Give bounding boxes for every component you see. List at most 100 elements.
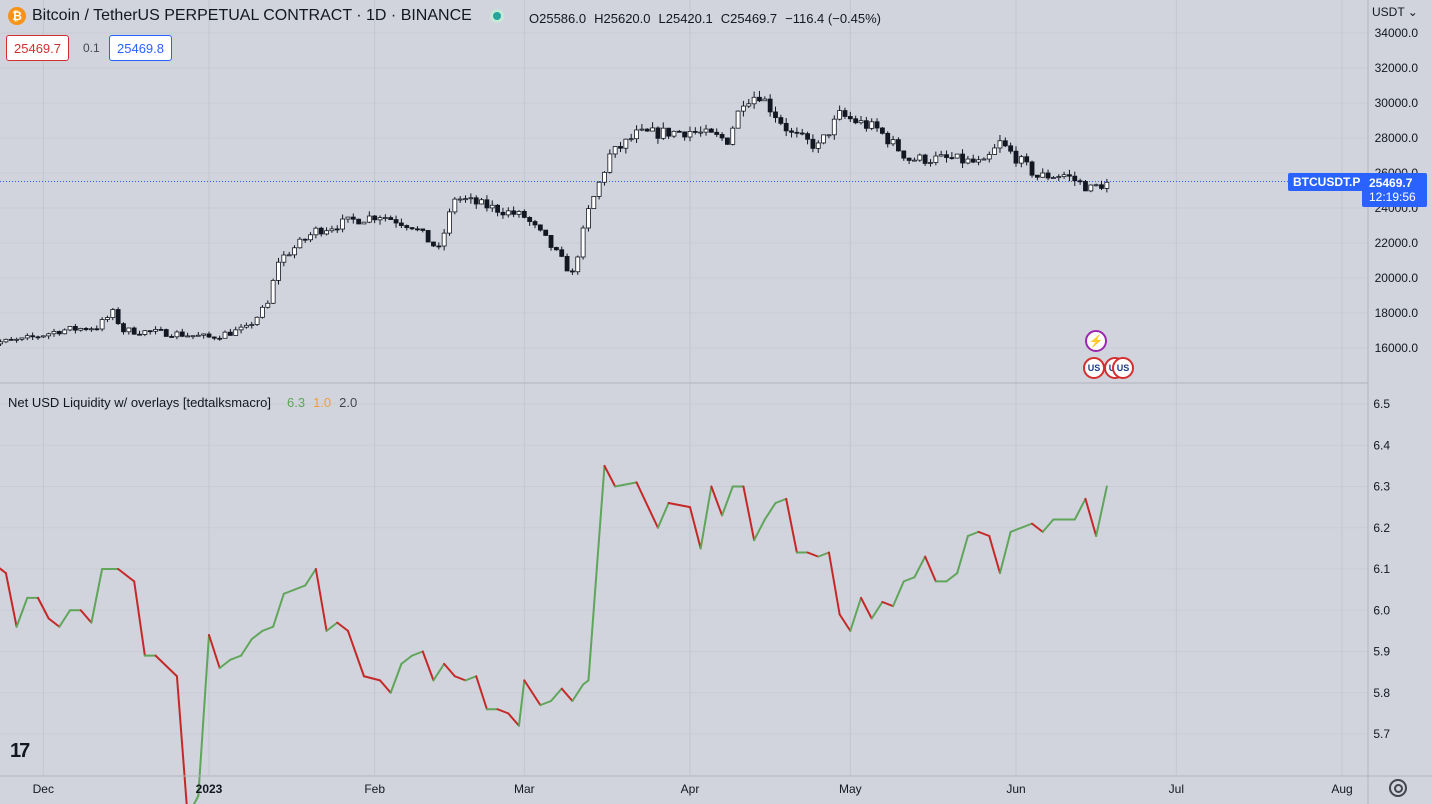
liquidity-segment	[892, 580, 905, 608]
indicator-axis[interactable]: 6.5 6.4 6.3 6.2 6.1 6.0 5.9 5.8 5.7	[1373, 397, 1390, 741]
candle-body	[131, 327, 137, 335]
liquidity-segment	[774, 497, 788, 504]
liquidity-segment	[421, 650, 435, 682]
candle-body	[265, 302, 271, 308]
liquidity-segment	[411, 650, 424, 657]
candle-body	[89, 328, 94, 331]
candle-body	[944, 154, 949, 158]
candle-body	[548, 235, 554, 248]
ohlc-legend: O25586.0 H25620.0 L25420.1 C25469.7 −116…	[529, 11, 889, 26]
tradingview-logo[interactable]: 17	[10, 740, 30, 762]
candle-body	[244, 324, 249, 328]
price-tick-label: 20000.0	[1375, 271, 1419, 285]
candle-body	[623, 138, 629, 149]
sell-button[interactable]: 25469.7	[6, 35, 69, 61]
liquidity-segment	[688, 506, 702, 550]
bolt-event-icon[interactable]: ⚡	[1085, 330, 1107, 352]
indicator-title: Net USD Liquidity w/ overlays [tedtalksm…	[8, 395, 271, 410]
candle-body	[500, 211, 506, 216]
candle-body	[217, 337, 223, 340]
candle-body	[206, 333, 212, 338]
bar-countdown: 12:19:56	[1369, 190, 1416, 204]
candle-body	[51, 331, 57, 335]
indicator-tick-label: 6.1	[1373, 562, 1390, 576]
candle-body	[83, 327, 89, 331]
candle-body	[869, 121, 875, 129]
candle-body	[72, 326, 78, 331]
candle-body	[468, 197, 474, 200]
liquidity-series	[0, 464, 1108, 804]
liquidity-segment	[496, 708, 510, 715]
candle-body	[126, 327, 132, 333]
candle-body	[986, 154, 992, 160]
candle-body	[1067, 174, 1072, 177]
price-tick-label: 22000.0	[1375, 236, 1419, 250]
liquidity-segment	[753, 518, 766, 542]
candle-body	[281, 254, 287, 263]
candle-body	[874, 121, 880, 129]
candle-body	[890, 139, 896, 145]
candle-body	[660, 127, 666, 139]
liquidity-segment	[913, 555, 927, 579]
candle-body	[628, 138, 634, 141]
candle-body	[794, 131, 800, 134]
liquidity-segment	[1084, 497, 1098, 537]
candle-body	[361, 221, 367, 225]
candle-body	[425, 230, 431, 243]
liquidity-segment	[293, 584, 307, 591]
candle-body	[201, 333, 207, 336]
candle-body	[730, 127, 736, 145]
liquidity-segment	[117, 568, 136, 583]
liquidity-segment	[945, 572, 959, 583]
time-tick-label: Feb	[364, 782, 385, 796]
symbol-legend[interactable]: ₿ Bitcoin / TetherUS PERPETUAL CONTRACT …	[8, 7, 504, 25]
candle-body	[965, 158, 971, 164]
us-flag-event-icon[interactable]: US	[1083, 357, 1105, 379]
candle-body	[153, 329, 158, 332]
ohlc-change: −116.4 (−0.45%)	[785, 11, 882, 26]
candle-body	[441, 232, 447, 247]
candle-body	[762, 98, 768, 102]
us-flag-event-icon[interactable]: US	[1112, 357, 1134, 379]
candle-body	[484, 199, 490, 209]
liquidity-segment	[389, 662, 403, 694]
candle-body	[30, 335, 36, 338]
liquidity-segment	[956, 535, 969, 575]
candle-body	[137, 333, 142, 336]
liquidity-segment	[710, 485, 724, 517]
candle-body	[901, 150, 907, 159]
candle-body	[24, 335, 30, 339]
candle-body	[858, 120, 864, 124]
spread-value: 0.1	[83, 41, 100, 55]
candle-body	[420, 228, 426, 231]
buy-button[interactable]: 25469.8	[109, 35, 172, 61]
liquidity-segment	[175, 675, 188, 804]
candle-body	[954, 153, 960, 159]
candle-body	[3, 338, 9, 343]
candle-body	[960, 153, 965, 164]
liquidity-segment	[154, 654, 178, 678]
market-open-icon[interactable]	[489, 9, 504, 23]
candle-body	[655, 127, 661, 139]
currency-selector[interactable]: USDT ⌄	[1372, 5, 1418, 19]
indicator-legend[interactable]: Net USD Liquidity w/ overlays [tedtalksm…	[8, 395, 357, 410]
candle-body	[372, 215, 378, 221]
liquidity-segment	[1020, 522, 1034, 529]
liquidity-segment	[827, 551, 841, 616]
price-tick-label: 30000.0	[1375, 96, 1419, 110]
candle-body	[1061, 174, 1067, 177]
price-axis[interactable]: 34000.032000.030000.028000.026000.024000…	[1375, 26, 1419, 355]
liquidity-segment	[475, 675, 488, 711]
candle-body	[863, 120, 869, 129]
gear-icon[interactable]	[1389, 779, 1407, 797]
candle-body	[650, 127, 655, 132]
time-tick-label: Jun	[1006, 782, 1025, 796]
candle-body	[211, 336, 217, 339]
bitcoin-icon: ₿	[8, 7, 26, 25]
liquidity-segment	[587, 464, 606, 682]
candle-body	[1093, 184, 1099, 187]
candle-body	[591, 196, 597, 210]
candle-body	[767, 98, 773, 113]
